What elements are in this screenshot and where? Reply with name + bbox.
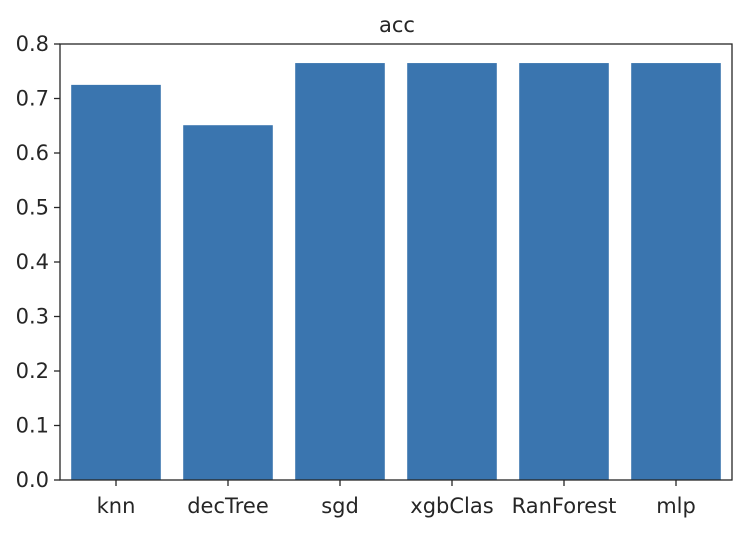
y-tick-label-0.2: 0.2 <box>16 359 49 383</box>
x-tick-label-sgd: sgd <box>321 494 359 518</box>
y-tick-label-0.8: 0.8 <box>16 32 49 56</box>
bar-decTree <box>183 125 273 480</box>
bars-group <box>71 63 721 480</box>
y-tick-label-0.1: 0.1 <box>16 414 49 438</box>
bar-RanForest <box>519 63 609 480</box>
y-tick-label-0.6: 0.6 <box>16 141 49 165</box>
x-axis: knn decTree sgd xgbClas RanForest mlp <box>97 480 696 518</box>
x-tick-label-RanForest: RanForest <box>512 494 617 518</box>
bar-knn <box>71 84 161 480</box>
y-tick-label-0.4: 0.4 <box>16 250 49 274</box>
bar-mlp <box>631 63 721 480</box>
x-tick-label-mlp: mlp <box>656 494 696 518</box>
plot-frame <box>59 43 733 481</box>
y-tick-label-0.0: 0.0 <box>16 468 49 492</box>
y-axis: 0.0 0.1 0.2 0.3 0.4 0.5 0.6 0.7 0.8 <box>16 32 60 492</box>
bar-xgbClas <box>407 63 497 480</box>
bar-sgd <box>295 63 385 480</box>
chart-title: acc <box>379 13 415 37</box>
y-tick-label-0.5: 0.5 <box>16 196 49 220</box>
x-tick-label-knn: knn <box>97 494 136 518</box>
x-tick-label-decTree: decTree <box>187 494 269 518</box>
y-tick-label-0.3: 0.3 <box>16 305 49 329</box>
y-tick-label-0.7: 0.7 <box>16 87 49 111</box>
x-tick-label-xgbClas: xgbClas <box>410 494 493 518</box>
